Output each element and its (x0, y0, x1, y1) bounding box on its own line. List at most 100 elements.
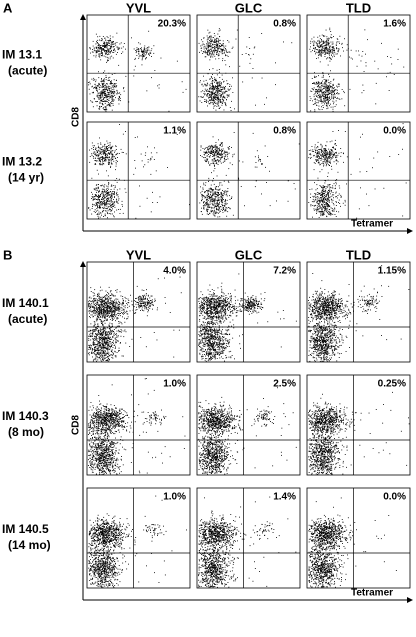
event-dot (102, 92, 103, 93)
event-dot (200, 211, 202, 213)
event-dot (92, 145, 94, 147)
event-dot (223, 52, 225, 54)
event-dot (98, 97, 100, 99)
event-dot (108, 59, 109, 61)
event-dot (202, 96, 203, 98)
event-dot (317, 208, 319, 210)
event-dot (327, 79, 329, 81)
event-dot (107, 95, 108, 97)
event-dot (105, 56, 107, 58)
event-dot (99, 333, 101, 335)
event-dot (111, 210, 112, 212)
event-dot (336, 163, 337, 165)
event-dot (96, 295, 98, 297)
event-dot (217, 209, 219, 211)
event-dot (138, 42, 140, 44)
event-dot (118, 64, 120, 66)
event-dot (318, 95, 320, 96)
event-dot (333, 103, 334, 105)
event-dot (181, 81, 183, 83)
event-dot (93, 47, 95, 49)
event-dot (324, 201, 326, 203)
event-dot (113, 194, 115, 195)
event-dot (110, 347, 111, 349)
event-dot (109, 213, 111, 214)
event-dot (111, 41, 113, 43)
event-dot (213, 155, 215, 157)
event-dot (108, 51, 110, 52)
event-dot (109, 153, 111, 155)
event-dot (208, 90, 210, 92)
event-dot (213, 159, 215, 161)
event-dot (110, 329, 111, 331)
event-dot (321, 203, 322, 205)
event-dot (313, 40, 315, 42)
event-dot (330, 158, 332, 160)
event-dot (101, 51, 103, 53)
event-dot (101, 48, 103, 49)
event-dot (149, 159, 151, 161)
event-dot (96, 311, 98, 312)
event-dot (203, 37, 205, 39)
event-dot (109, 76, 111, 78)
event-dot (360, 187, 361, 189)
event-dot (209, 35, 211, 37)
event-dot (222, 190, 223, 191)
event-dot (217, 90, 219, 92)
event-dot (108, 79, 110, 81)
event-dot (103, 202, 105, 204)
event-dot (253, 47, 255, 49)
event-dot (336, 201, 337, 203)
event-dot (204, 184, 206, 186)
event-dot (223, 160, 225, 162)
event-dot (213, 87, 215, 89)
event-dot (213, 100, 215, 101)
event-dot (340, 55, 341, 57)
event-dot (97, 214, 99, 216)
event-dot (223, 109, 225, 111)
event-dot (97, 311, 99, 313)
event-dot (115, 346, 116, 348)
event-dot (212, 104, 214, 105)
event-dot (386, 76, 387, 78)
event-dot (109, 103, 111, 105)
event-dot (326, 209, 328, 211)
event-dot (96, 350, 97, 351)
event-dot (336, 156, 338, 158)
event-dot (210, 145, 212, 147)
event-dot (235, 38, 237, 40)
event-dot (102, 329, 104, 330)
event-dot (95, 354, 97, 355)
event-dot (108, 102, 109, 104)
event-dot (98, 317, 100, 319)
event-dot (185, 88, 187, 90)
event-dot (219, 77, 221, 78)
event-dot (228, 51, 230, 53)
event-dot (107, 342, 109, 344)
event-dot (327, 50, 329, 52)
event-dot (210, 206, 212, 208)
event-dot (325, 48, 326, 49)
event-dot (134, 160, 136, 161)
event-dot (340, 194, 342, 196)
event-dot (216, 212, 218, 214)
event-dot (98, 211, 100, 213)
event-dot (316, 49, 318, 50)
event-dot (222, 155, 224, 157)
event-dot (98, 194, 99, 196)
event-dot (90, 300, 92, 302)
event-dot (102, 321, 104, 323)
event-dot (148, 46, 150, 48)
event-dot (111, 150, 113, 152)
event-dot (318, 149, 320, 150)
event-dot (341, 43, 343, 45)
event-dot (320, 185, 322, 187)
event-dot (204, 45, 206, 47)
event-dot (317, 156, 319, 158)
event-dot (321, 40, 323, 42)
event-dot (146, 50, 148, 52)
event-dot (209, 36, 210, 38)
event-dot (212, 97, 214, 99)
event-dot (221, 143, 222, 145)
event-dot (103, 355, 105, 356)
